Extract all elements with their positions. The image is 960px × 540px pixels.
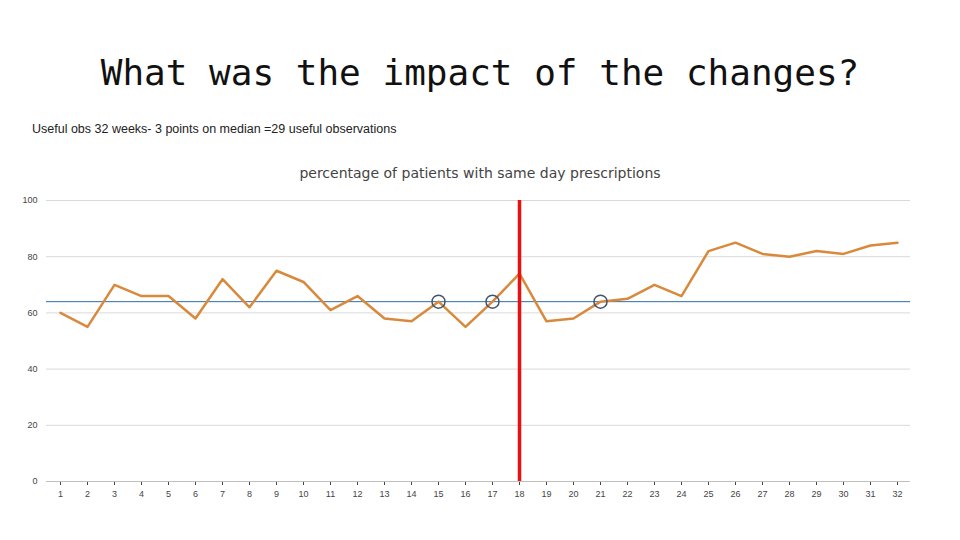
svg-text:20: 20 [27, 420, 37, 430]
svg-text:18: 18 [514, 489, 524, 499]
svg-text:24: 24 [676, 489, 686, 499]
svg-text:14: 14 [406, 489, 416, 499]
svg-text:25: 25 [703, 489, 713, 499]
svg-text:27: 27 [757, 489, 767, 499]
svg-text:0: 0 [32, 476, 37, 486]
svg-text:26: 26 [730, 489, 740, 499]
svg-text:23: 23 [649, 489, 659, 499]
svg-text:1: 1 [58, 489, 63, 499]
svg-text:6: 6 [193, 489, 198, 499]
svg-text:19: 19 [541, 489, 551, 499]
svg-text:15: 15 [433, 489, 443, 499]
svg-text:60: 60 [27, 308, 37, 318]
svg-text:16: 16 [460, 489, 470, 499]
svg-text:32: 32 [892, 489, 902, 499]
svg-text:9: 9 [274, 489, 279, 499]
svg-text:4: 4 [139, 489, 144, 499]
svg-text:12: 12 [352, 489, 362, 499]
svg-text:80: 80 [27, 252, 37, 262]
svg-text:40: 40 [27, 364, 37, 374]
svg-text:29: 29 [811, 489, 821, 499]
svg-text:3: 3 [112, 489, 117, 499]
svg-text:2: 2 [85, 489, 90, 499]
svg-text:11: 11 [326, 489, 335, 499]
svg-text:22: 22 [622, 489, 632, 499]
html-text:What was the impact of the cha: What was the impact of the changes? [100, 52, 860, 93]
svg-text:28: 28 [784, 489, 794, 499]
svg-text:21: 21 [595, 489, 605, 499]
svg-text:31: 31 [865, 489, 875, 499]
svg-text:20: 20 [568, 489, 578, 499]
svg-text:100: 100 [22, 195, 37, 205]
svg-text:30: 30 [838, 489, 848, 499]
html-text:Useful obs 32 weeks- 3 points: Useful obs 32 weeks- 3 points on median … [32, 122, 397, 136]
svg-text:8: 8 [247, 489, 252, 499]
svg-text:10: 10 [298, 489, 308, 499]
svg-text:13: 13 [379, 489, 389, 499]
svg-text:7: 7 [220, 489, 225, 499]
html-text:percentage of patients with sa: percentage of patients with same day pre… [299, 165, 661, 181]
svg-text:17: 17 [487, 489, 497, 499]
svg-text:5: 5 [166, 489, 171, 499]
